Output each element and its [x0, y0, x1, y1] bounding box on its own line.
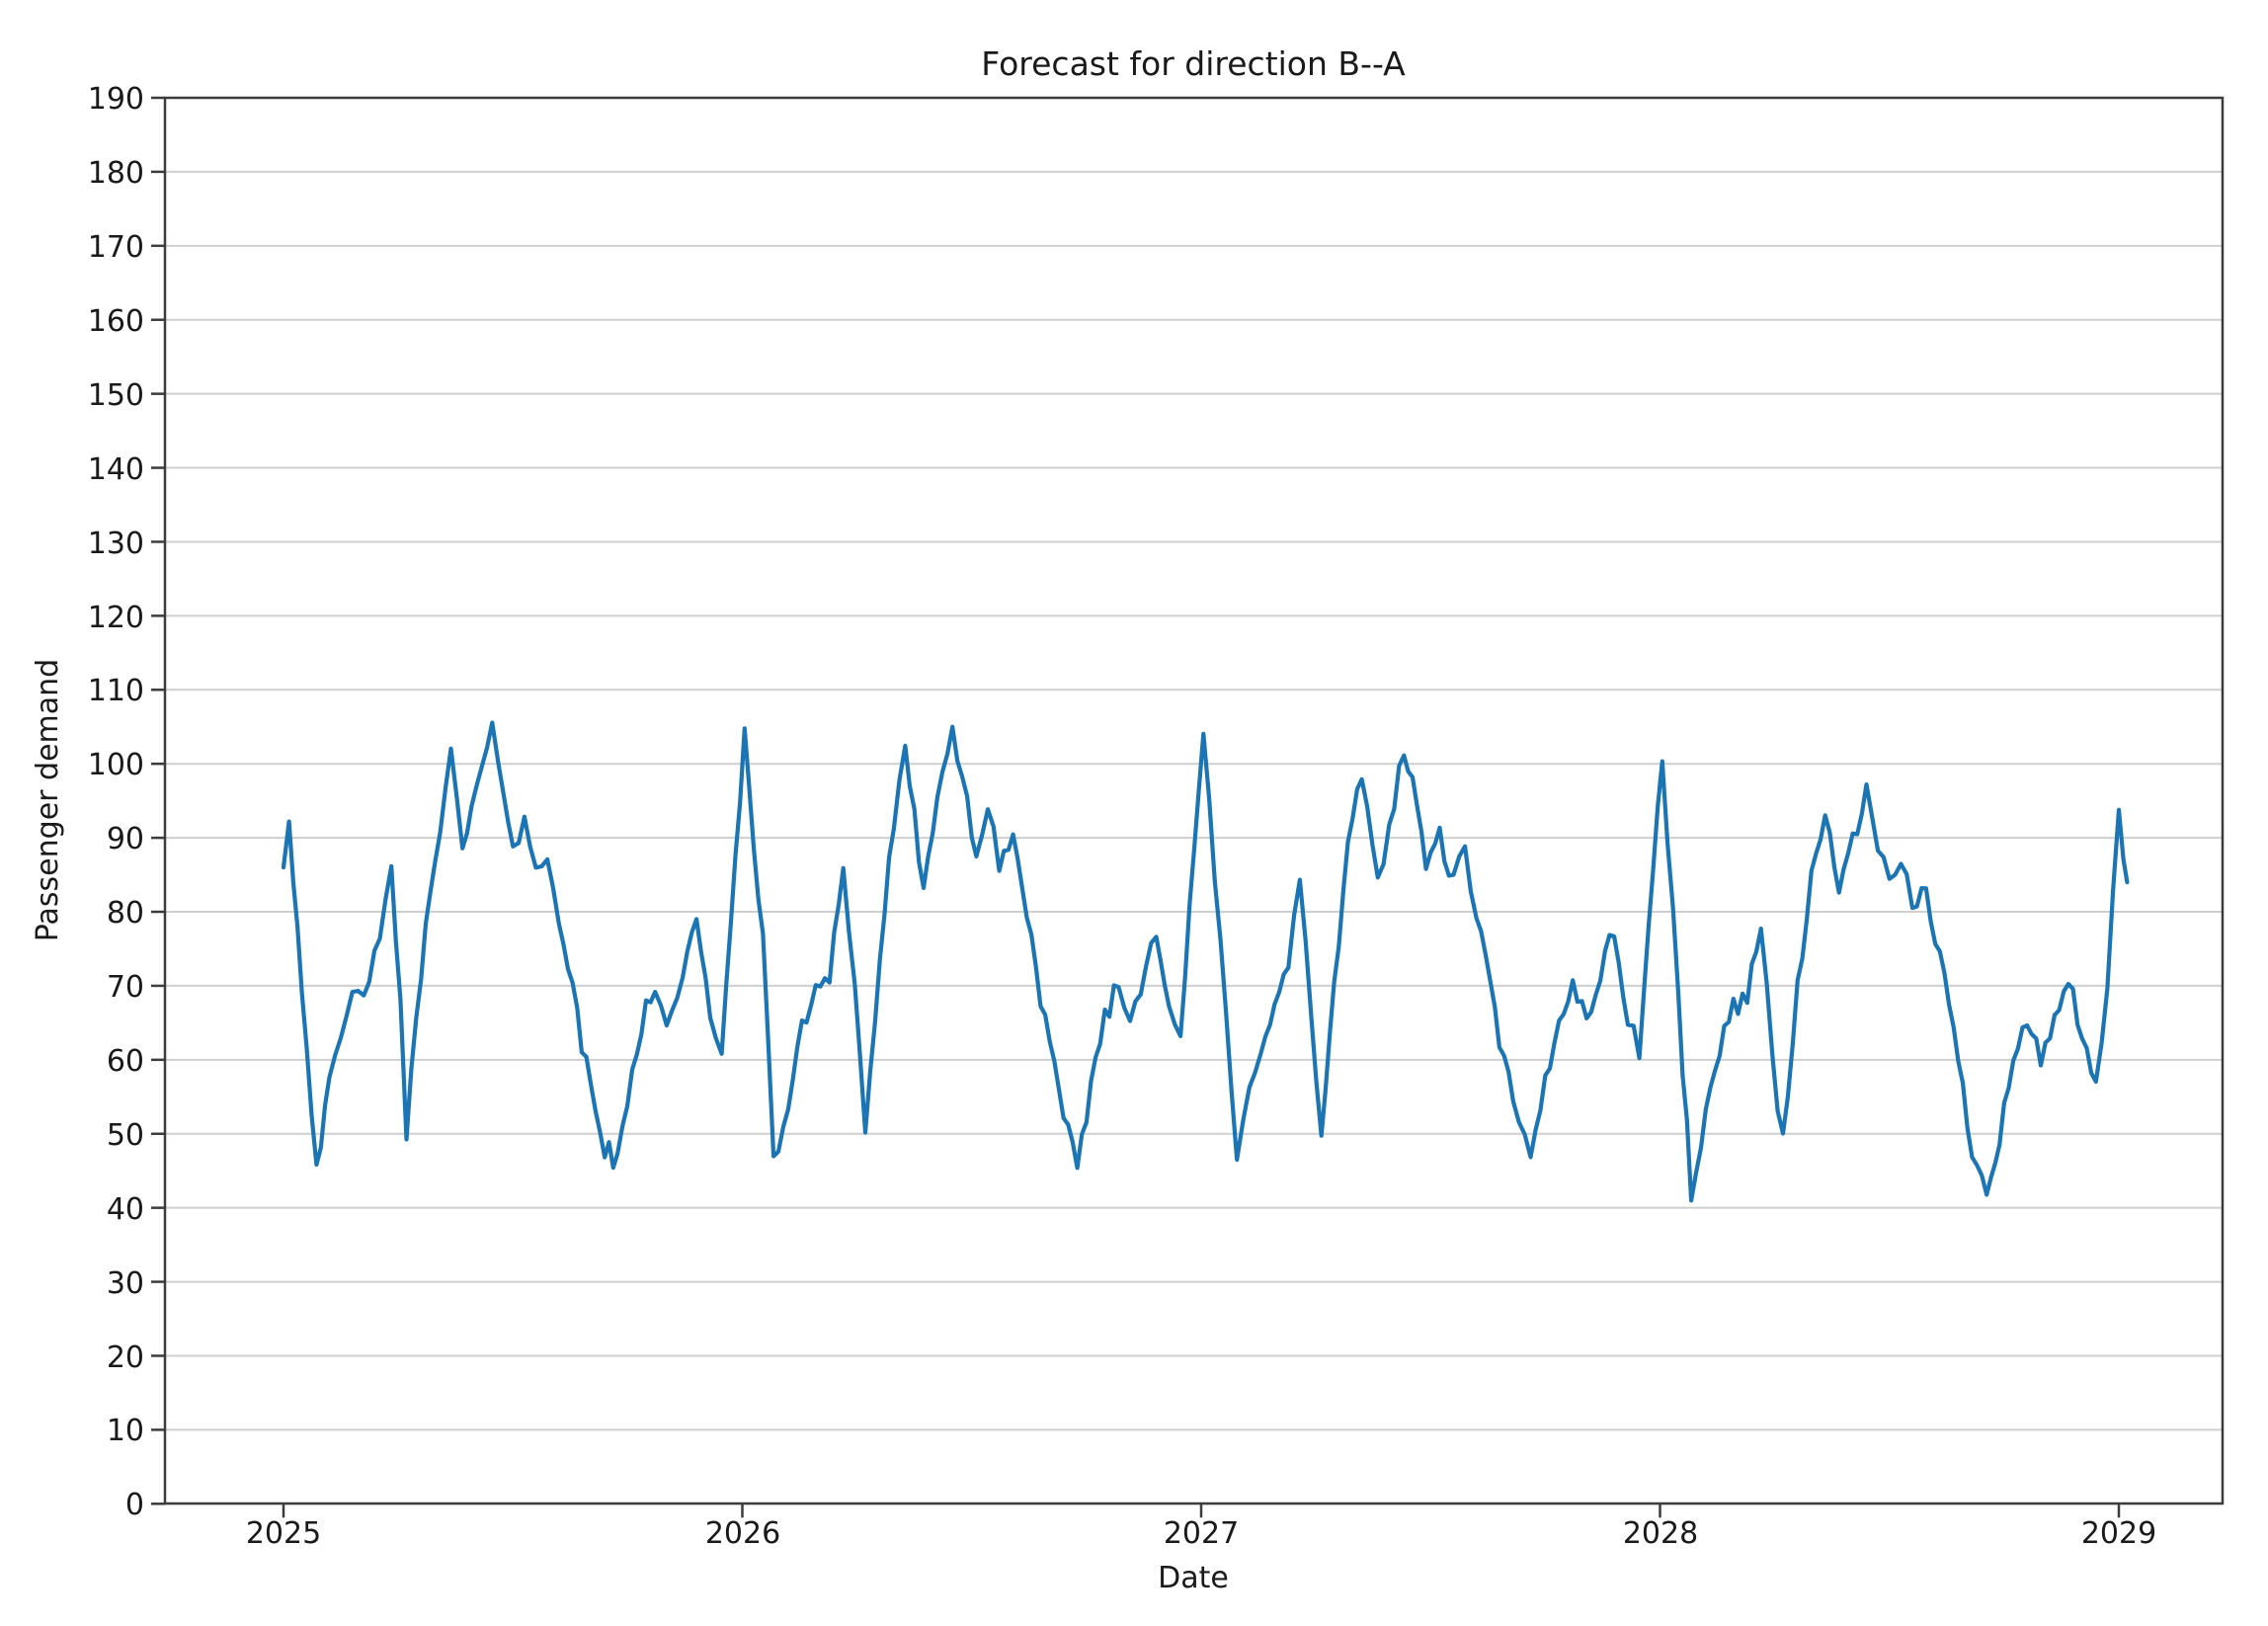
y-tick-label-130: 130 [88, 527, 144, 561]
y-tick-label-60: 60 [107, 1044, 144, 1079]
y-tick-label-150: 150 [88, 378, 144, 413]
plot-frame [163, 96, 2225, 1505]
x-axis-label: Date [1158, 1561, 1229, 1595]
y-tick-label-70: 70 [107, 970, 144, 1005]
y-tick-label-110: 110 [88, 674, 144, 708]
y-tick-label-170: 170 [88, 230, 144, 265]
y-tick-label-80: 80 [107, 896, 144, 931]
x-tick-label-2026: 2026 [705, 1516, 780, 1551]
y-tick-label-90: 90 [107, 822, 144, 856]
y-tick-label-180: 180 [88, 156, 144, 191]
y-tick-label-10: 10 [107, 1414, 144, 1448]
y-tick-label-190: 190 [88, 82, 144, 117]
x-tick-label-2029: 2029 [2081, 1516, 2156, 1551]
forecast-line [281, 720, 2130, 1203]
y-tick-label-0: 0 [125, 1488, 144, 1522]
y-tick-label-160: 160 [88, 304, 144, 339]
x-tick-label-2027: 2027 [1164, 1516, 1239, 1551]
y-tick-label-40: 40 [107, 1192, 144, 1227]
y-tick-label-20: 20 [107, 1341, 144, 1375]
x-tick-label-2025: 2025 [246, 1516, 321, 1551]
tick-marks [151, 96, 2121, 1518]
y-tick-label-140: 140 [88, 452, 144, 487]
y-tick-label-50: 50 [107, 1118, 144, 1153]
y-tick-label-120: 120 [88, 601, 144, 635]
gridlines [165, 97, 2223, 1505]
x-tick-label-2028: 2028 [1623, 1516, 1698, 1551]
y-tick-label-30: 30 [107, 1266, 144, 1301]
chart-title: Forecast for direction B--A [981, 44, 1406, 83]
y-tick-label-100: 100 [88, 748, 144, 782]
y-axis-label: Passenger demand [31, 659, 65, 941]
